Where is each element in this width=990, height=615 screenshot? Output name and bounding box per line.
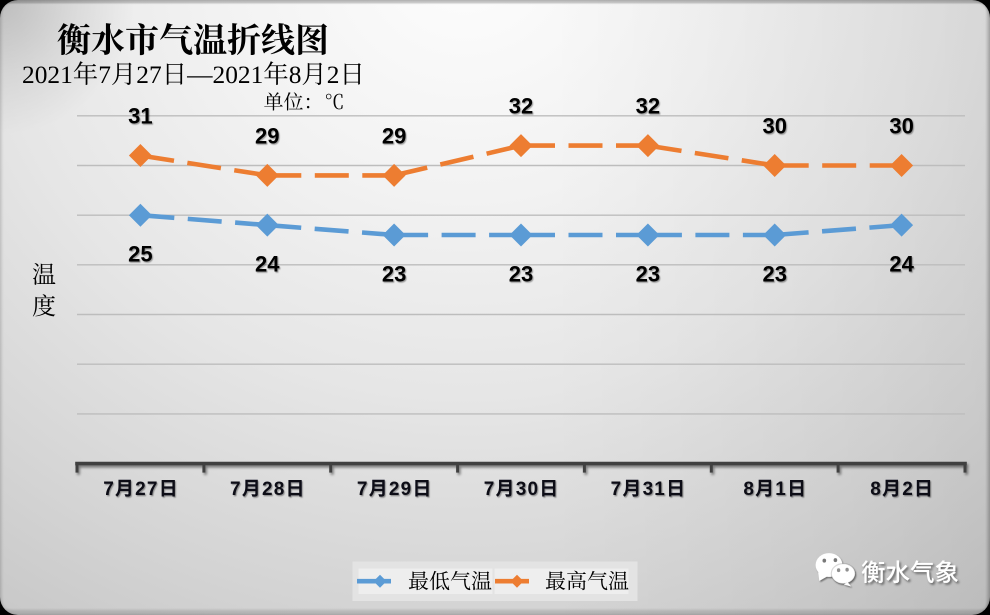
svg-text:2: 2 [135,479,146,500]
svg-text:2: 2 [327,61,340,89]
svg-text:2021: 2021 [213,61,264,89]
svg-text:24: 24 [889,252,914,277]
svg-text:9: 9 [401,479,412,500]
svg-text:7: 7 [98,61,111,89]
svg-text:2021: 2021 [22,61,73,89]
svg-text:31: 31 [128,104,152,129]
svg-text:7: 7 [611,479,622,500]
svg-text:8: 8 [870,479,881,500]
svg-text:1: 1 [654,479,665,500]
svg-text:7: 7 [147,479,158,500]
svg-text:25: 25 [128,242,152,267]
svg-text:8: 8 [289,61,302,89]
svg-text:32: 32 [636,94,660,119]
svg-text:30: 30 [762,114,786,139]
svg-text:3: 3 [516,479,527,500]
svg-text:8: 8 [274,479,285,500]
svg-text:2: 2 [902,479,913,500]
svg-text:23: 23 [636,262,660,287]
svg-text:0: 0 [528,479,539,500]
svg-text:2: 2 [262,479,273,500]
svg-text:1: 1 [775,479,786,500]
svg-text:2: 2 [389,479,400,500]
svg-text:32: 32 [509,94,533,119]
svg-text:30: 30 [889,114,913,139]
svg-text:29: 29 [382,123,406,148]
svg-text:7: 7 [484,479,495,500]
svg-text:8: 8 [743,479,754,500]
svg-text:3: 3 [643,479,654,500]
svg-text:23: 23 [382,262,406,287]
svg-text:27: 27 [136,61,161,89]
svg-text:24: 24 [255,252,280,277]
svg-text:23: 23 [762,262,786,287]
svg-text:7: 7 [357,479,368,500]
svg-text:7: 7 [230,479,241,500]
svg-text:23: 23 [509,262,533,287]
svg-text:7: 7 [103,479,114,500]
svg-text:—: — [186,61,213,89]
svg-text:29: 29 [255,123,279,148]
